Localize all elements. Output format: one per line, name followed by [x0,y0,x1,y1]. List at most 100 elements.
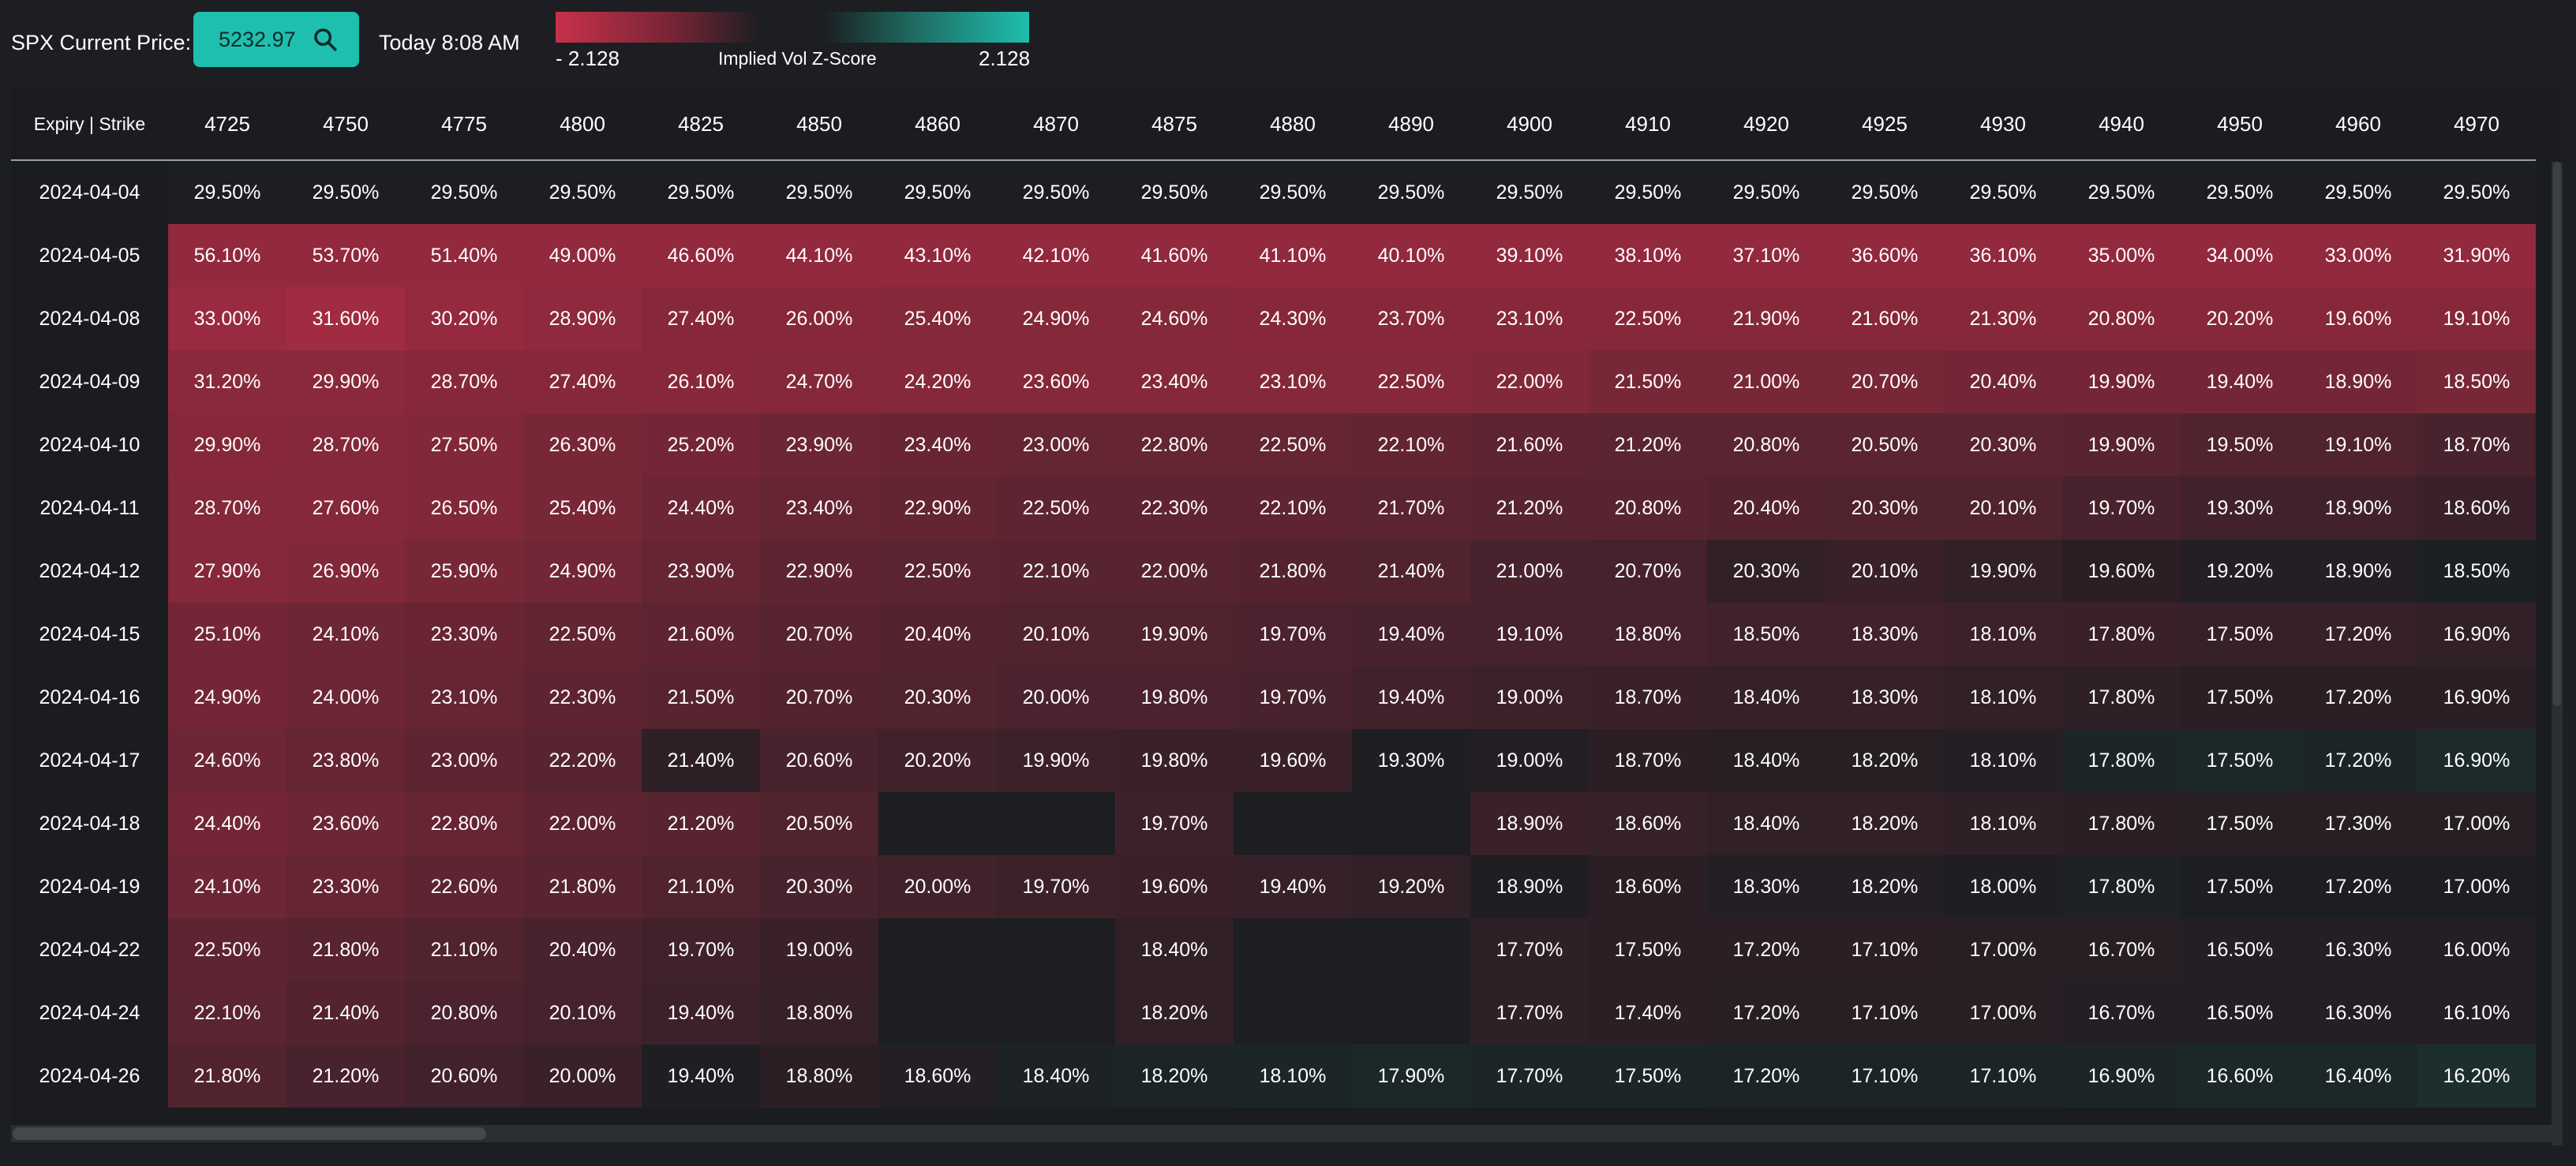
vol-cell[interactable]: 18.10% [1234,1045,1352,1108]
vol-cell[interactable]: 29.50% [1589,160,1707,224]
vol-cell[interactable] [1352,918,1470,981]
vol-cell[interactable]: 49.00% [523,224,642,287]
vol-cell[interactable]: 24.00% [286,666,405,729]
vol-cell[interactable]: 29.50% [642,160,760,224]
vol-cell[interactable]: 29.50% [1707,160,1825,224]
vol-cell[interactable]: 18.70% [1589,666,1707,729]
vol-cell[interactable]: 20.30% [878,666,997,729]
vol-cell[interactable]: 19.30% [1352,729,1470,792]
vol-cell[interactable]: 19.40% [642,981,760,1045]
vol-cell[interactable]: 21.80% [523,855,642,918]
vol-cell[interactable]: 19.80% [1115,666,1234,729]
vol-cell[interactable]: 28.70% [405,350,523,413]
vol-cell[interactable]: 29.90% [286,350,405,413]
vol-cell[interactable]: 22.50% [1234,413,1352,476]
vol-cell[interactable]: 19.50% [2181,413,2299,476]
horizontal-scrollbar[interactable] [11,1125,2552,1142]
vol-cell[interactable]: 21.60% [1470,413,1589,476]
vol-cell[interactable]: 41.10% [1234,224,1352,287]
vol-cell[interactable]: 16.30% [2299,981,2417,1045]
vol-cell[interactable]: 19.30% [2181,476,2299,540]
vol-cell[interactable]: 18.90% [1470,855,1589,918]
vol-cell[interactable]: 19.10% [1470,603,1589,666]
vol-cell[interactable]: 19.60% [2299,287,2417,350]
vol-cell[interactable]: 17.10% [1825,1045,1944,1108]
vol-cell[interactable]: 28.70% [286,413,405,476]
vol-cell[interactable]: 29.50% [760,160,878,224]
vol-cell[interactable] [1352,792,1470,855]
vol-cell[interactable]: 22.60% [405,855,523,918]
vol-cell[interactable]: 17.70% [1470,981,1589,1045]
vol-cell[interactable]: 18.30% [1707,855,1825,918]
vol-cell[interactable]: 19.80% [1115,729,1234,792]
vol-cell[interactable]: 17.80% [2062,792,2181,855]
vol-cell[interactable] [1234,981,1352,1045]
vol-cell[interactable]: 51.40% [405,224,523,287]
vol-cell[interactable]: 20.40% [1944,350,2062,413]
vol-cell[interactable]: 20.80% [1707,413,1825,476]
vol-cell[interactable]: 16.50% [2181,981,2299,1045]
vol-cell[interactable]: 24.70% [760,350,878,413]
vol-cell[interactable]: 23.00% [405,729,523,792]
vol-cell[interactable]: 21.60% [642,603,760,666]
vol-cell[interactable]: 19.40% [1352,603,1470,666]
vol-cell[interactable]: 29.50% [1115,160,1234,224]
price-search-button[interactable]: 5232.97 [193,12,359,67]
vol-cell[interactable]: 27.90% [168,540,286,603]
vol-cell[interactable]: 20.80% [405,981,523,1045]
vol-cell[interactable]: 16.60% [2181,1045,2299,1108]
vol-cell[interactable]: 23.30% [405,603,523,666]
horizontal-scrollbar-thumb[interactable] [13,1127,486,1140]
vol-cell[interactable]: 42.10% [997,224,1115,287]
vol-cell[interactable]: 17.00% [2417,855,2536,918]
vol-cell[interactable]: 22.50% [997,476,1115,540]
vol-cell[interactable]: 17.50% [2181,855,2299,918]
vol-cell[interactable]: 19.60% [2062,540,2181,603]
vol-cell[interactable]: 17.50% [2181,666,2299,729]
vol-cell[interactable]: 20.70% [1825,350,1944,413]
vol-cell[interactable]: 23.30% [286,855,405,918]
vol-cell[interactable]: 20.50% [1825,413,1944,476]
vol-cell[interactable]: 22.80% [1115,413,1234,476]
vol-cell[interactable]: 31.90% [2417,224,2536,287]
vol-cell[interactable]: 18.90% [2299,350,2417,413]
vol-cell[interactable]: 17.30% [2299,792,2417,855]
vol-cell[interactable]: 22.50% [1352,350,1470,413]
vol-cell[interactable]: 16.10% [2417,981,2536,1045]
vol-cell[interactable]: 17.10% [1825,918,1944,981]
vol-cell[interactable]: 19.00% [1470,666,1589,729]
vol-cell[interactable]: 18.30% [1825,666,1944,729]
vol-cell[interactable]: 19.90% [997,729,1115,792]
vol-cell[interactable]: 37.10% [1707,224,1825,287]
vol-cell[interactable]: 19.70% [2062,476,2181,540]
vol-cell[interactable]: 19.70% [1115,792,1234,855]
vol-cell[interactable]: 24.60% [168,729,286,792]
vol-cell[interactable]: 18.80% [760,1045,878,1108]
vol-cell[interactable]: 22.10% [168,981,286,1045]
vol-cell[interactable]: 21.60% [1825,287,1944,350]
vol-cell[interactable]: 23.70% [1352,287,1470,350]
vol-cell[interactable]: 18.70% [2417,413,2536,476]
vol-cell[interactable]: 17.20% [2299,666,2417,729]
vol-cell[interactable] [878,792,997,855]
vol-cell[interactable]: 17.20% [2299,729,2417,792]
vol-cell[interactable]: 20.00% [523,1045,642,1108]
vol-cell[interactable] [1234,918,1352,981]
vol-cell[interactable]: 29.50% [1234,160,1352,224]
vol-cell[interactable]: 20.00% [997,666,1115,729]
vol-cell[interactable]: 20.20% [2181,287,2299,350]
vol-cell[interactable]: 16.90% [2417,666,2536,729]
vol-cell[interactable]: 18.70% [1589,729,1707,792]
vol-cell[interactable]: 22.10% [997,540,1115,603]
vol-cell[interactable]: 27.60% [286,476,405,540]
vol-cell[interactable]: 24.10% [168,855,286,918]
vol-cell[interactable]: 21.20% [1589,413,1707,476]
vol-cell[interactable]: 25.10% [168,603,286,666]
vol-cell[interactable]: 20.00% [878,855,997,918]
vol-cell[interactable]: 18.60% [1589,792,1707,855]
vol-cell[interactable]: 20.80% [1589,476,1707,540]
vol-cell[interactable]: 20.10% [1944,476,2062,540]
vol-cell[interactable]: 29.90% [168,413,286,476]
vol-cell[interactable]: 36.10% [1944,224,2062,287]
vol-cell[interactable]: 20.40% [1707,476,1825,540]
